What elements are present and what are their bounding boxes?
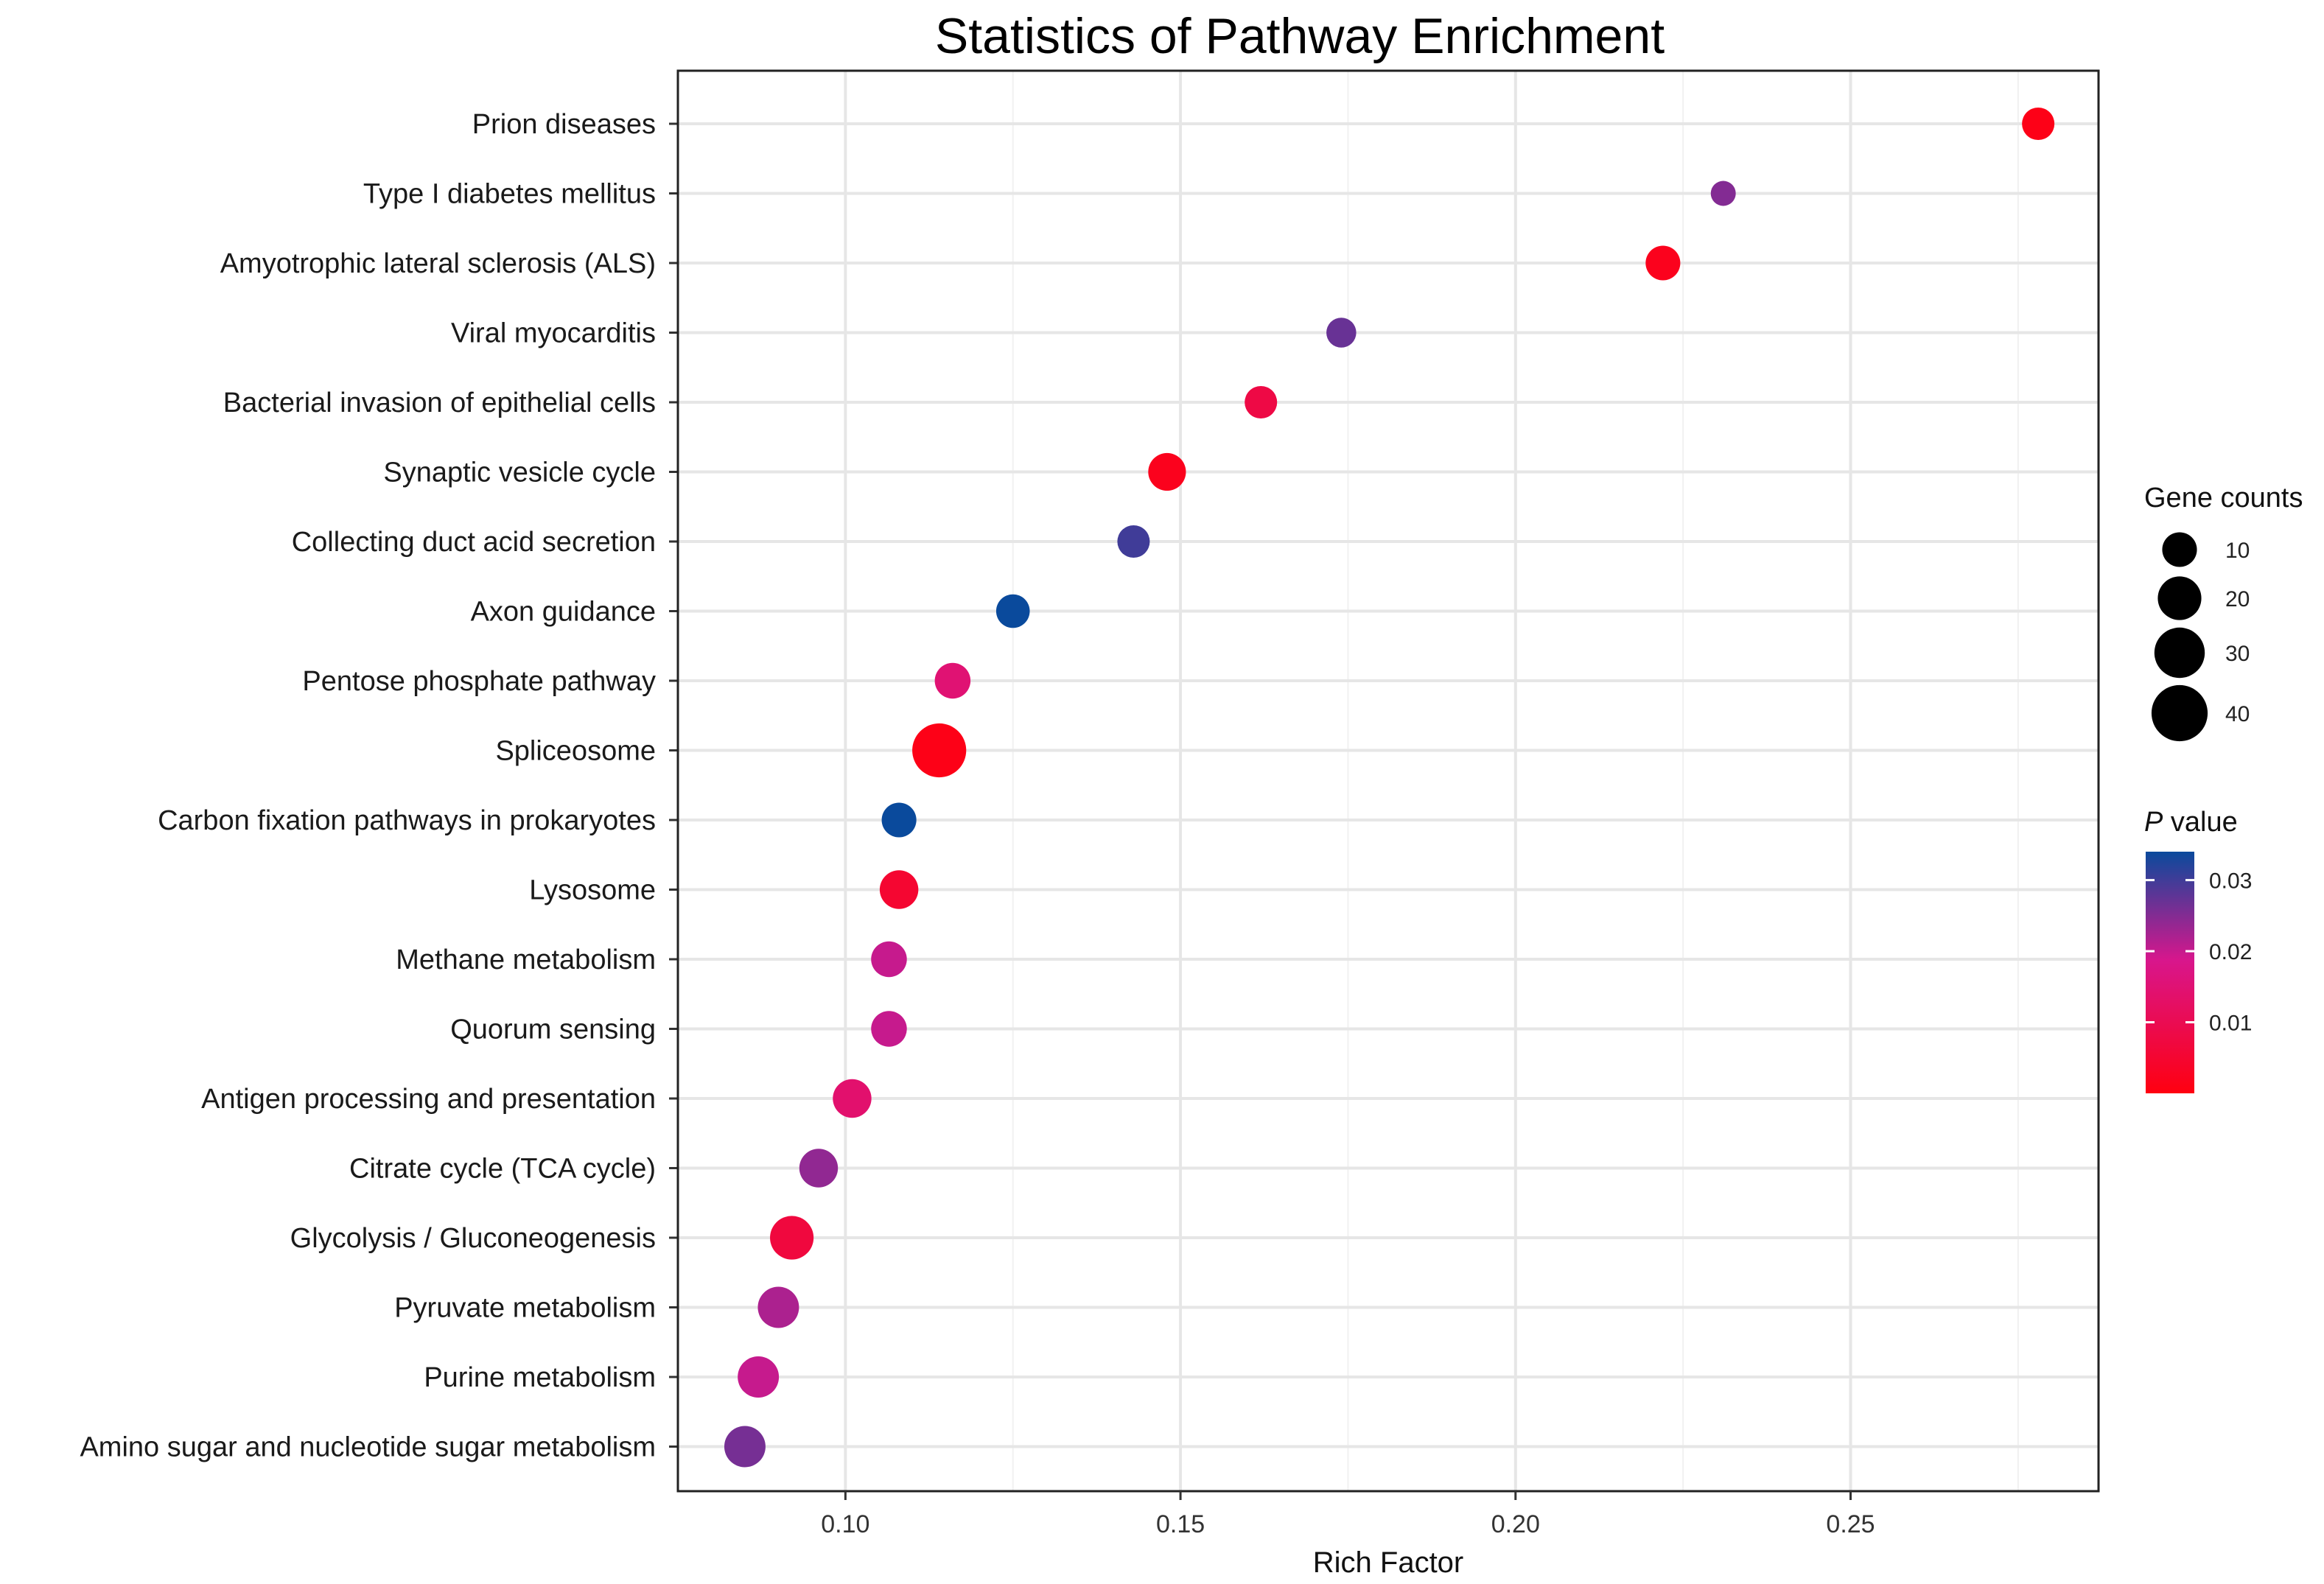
category-label: Type I diabetes mellitus (363, 179, 656, 210)
data-point (799, 1149, 839, 1188)
color-legend-label: 0.02 (2209, 940, 2252, 964)
data-point (2022, 107, 2055, 141)
x-axis-label: Rich Factor (1313, 1546, 1464, 1579)
data-point (1117, 525, 1150, 558)
color-legend-title-p: P (2144, 807, 2163, 838)
category-label: Citrate cycle (TCA cycle) (349, 1154, 656, 1185)
data-point (879, 870, 919, 909)
category-label: Prion diseases (472, 109, 656, 140)
size-legend-label: 30 (2225, 642, 2250, 666)
size-legend-title: Gene counts (2144, 483, 2303, 514)
data-point (881, 802, 917, 838)
data-point (934, 662, 971, 699)
size-legend-items: 10 20 30 40 (2151, 532, 2250, 742)
data-point (1326, 318, 1357, 348)
data-point (738, 1356, 780, 1398)
size-legend-label: 40 (2225, 702, 2250, 726)
chart-title: Statistics of Pathway Enrichment (935, 8, 1665, 64)
color-legend-title-rest: value (2163, 807, 2237, 838)
data-point (871, 1011, 907, 1047)
category-label: Amyotrophic lateral sclerosis (ALS) (220, 248, 656, 279)
category-label: Axon guidance (471, 597, 656, 628)
data-point (912, 723, 967, 778)
category-labels: Prion diseases Type I diabetes mellitus Am… (80, 109, 678, 1463)
x-tick-label: 0.25 (1826, 1510, 1875, 1538)
data-point (833, 1079, 872, 1118)
category-label: Methane metabolism (396, 945, 656, 975)
size-legend-dot (2157, 576, 2202, 620)
color-legend-bar (2146, 852, 2194, 1093)
category-label: Pyruvate metabolism (394, 1293, 656, 1324)
data-point (770, 1216, 814, 1260)
color-legend-title: P value (2144, 807, 2238, 838)
plot-border (676, 69, 2100, 1493)
color-legend-ticks: 0.01 0.02 0.03 (2146, 869, 2252, 1036)
data-point (1645, 245, 1681, 281)
color-legend: P value 0.01 0.02 0.03 (2144, 807, 2252, 1093)
category-label: Lysosome (529, 875, 656, 906)
category-label: Collecting duct acid secretion (292, 527, 656, 558)
size-legend-dot (2162, 532, 2197, 567)
data-point (724, 1426, 766, 1468)
plot-background (678, 71, 2099, 1491)
data-point (1245, 385, 1278, 419)
grid-lines (677, 71, 2099, 1491)
category-label: Carbon fixation pathways in prokaryotes (158, 805, 656, 836)
plot-area: Prion diseases Type I diabetes mellitus Am… (80, 69, 2100, 1538)
category-label: Antigen processing and presentation (201, 1084, 656, 1115)
size-legend-dot (2151, 684, 2208, 742)
color-legend-label: 0.03 (2209, 869, 2252, 894)
data-point (757, 1286, 799, 1328)
size-legend-label: 20 (2225, 587, 2250, 611)
category-label: Bacterial invasion of epithelial cells (223, 388, 656, 418)
x-tick-label: 0.15 (1156, 1510, 1205, 1538)
category-label: Purine metabolism (424, 1362, 656, 1393)
data-point (1148, 452, 1186, 491)
category-label: Synaptic vesicle cycle (383, 458, 656, 488)
x-axis-ticks: 0.10 0.15 0.20 0.25 (821, 1491, 1875, 1538)
data-points (724, 107, 2055, 1468)
size-legend-dot (2154, 627, 2205, 679)
color-legend-label: 0.01 (2209, 1012, 2252, 1036)
category-label: Pentose phosphate pathway (302, 666, 656, 697)
category-label: Amino sugar and nucleotide sugar metabol… (80, 1432, 656, 1463)
data-point (1710, 181, 1736, 206)
data-point (995, 594, 1030, 628)
size-legend-label: 10 (2225, 539, 2250, 563)
category-label: Glycolysis / Gluconeogenesis (290, 1223, 656, 1254)
category-label: Quorum sensing (450, 1014, 656, 1045)
x-tick-label: 0.10 (821, 1510, 869, 1538)
size-legend: Gene counts 10 20 30 40 (2144, 483, 2303, 742)
data-point (871, 941, 907, 978)
x-tick-label: 0.20 (1491, 1510, 1540, 1538)
category-label: Spliceosome (495, 736, 656, 767)
category-label: Viral myocarditis (451, 318, 656, 349)
